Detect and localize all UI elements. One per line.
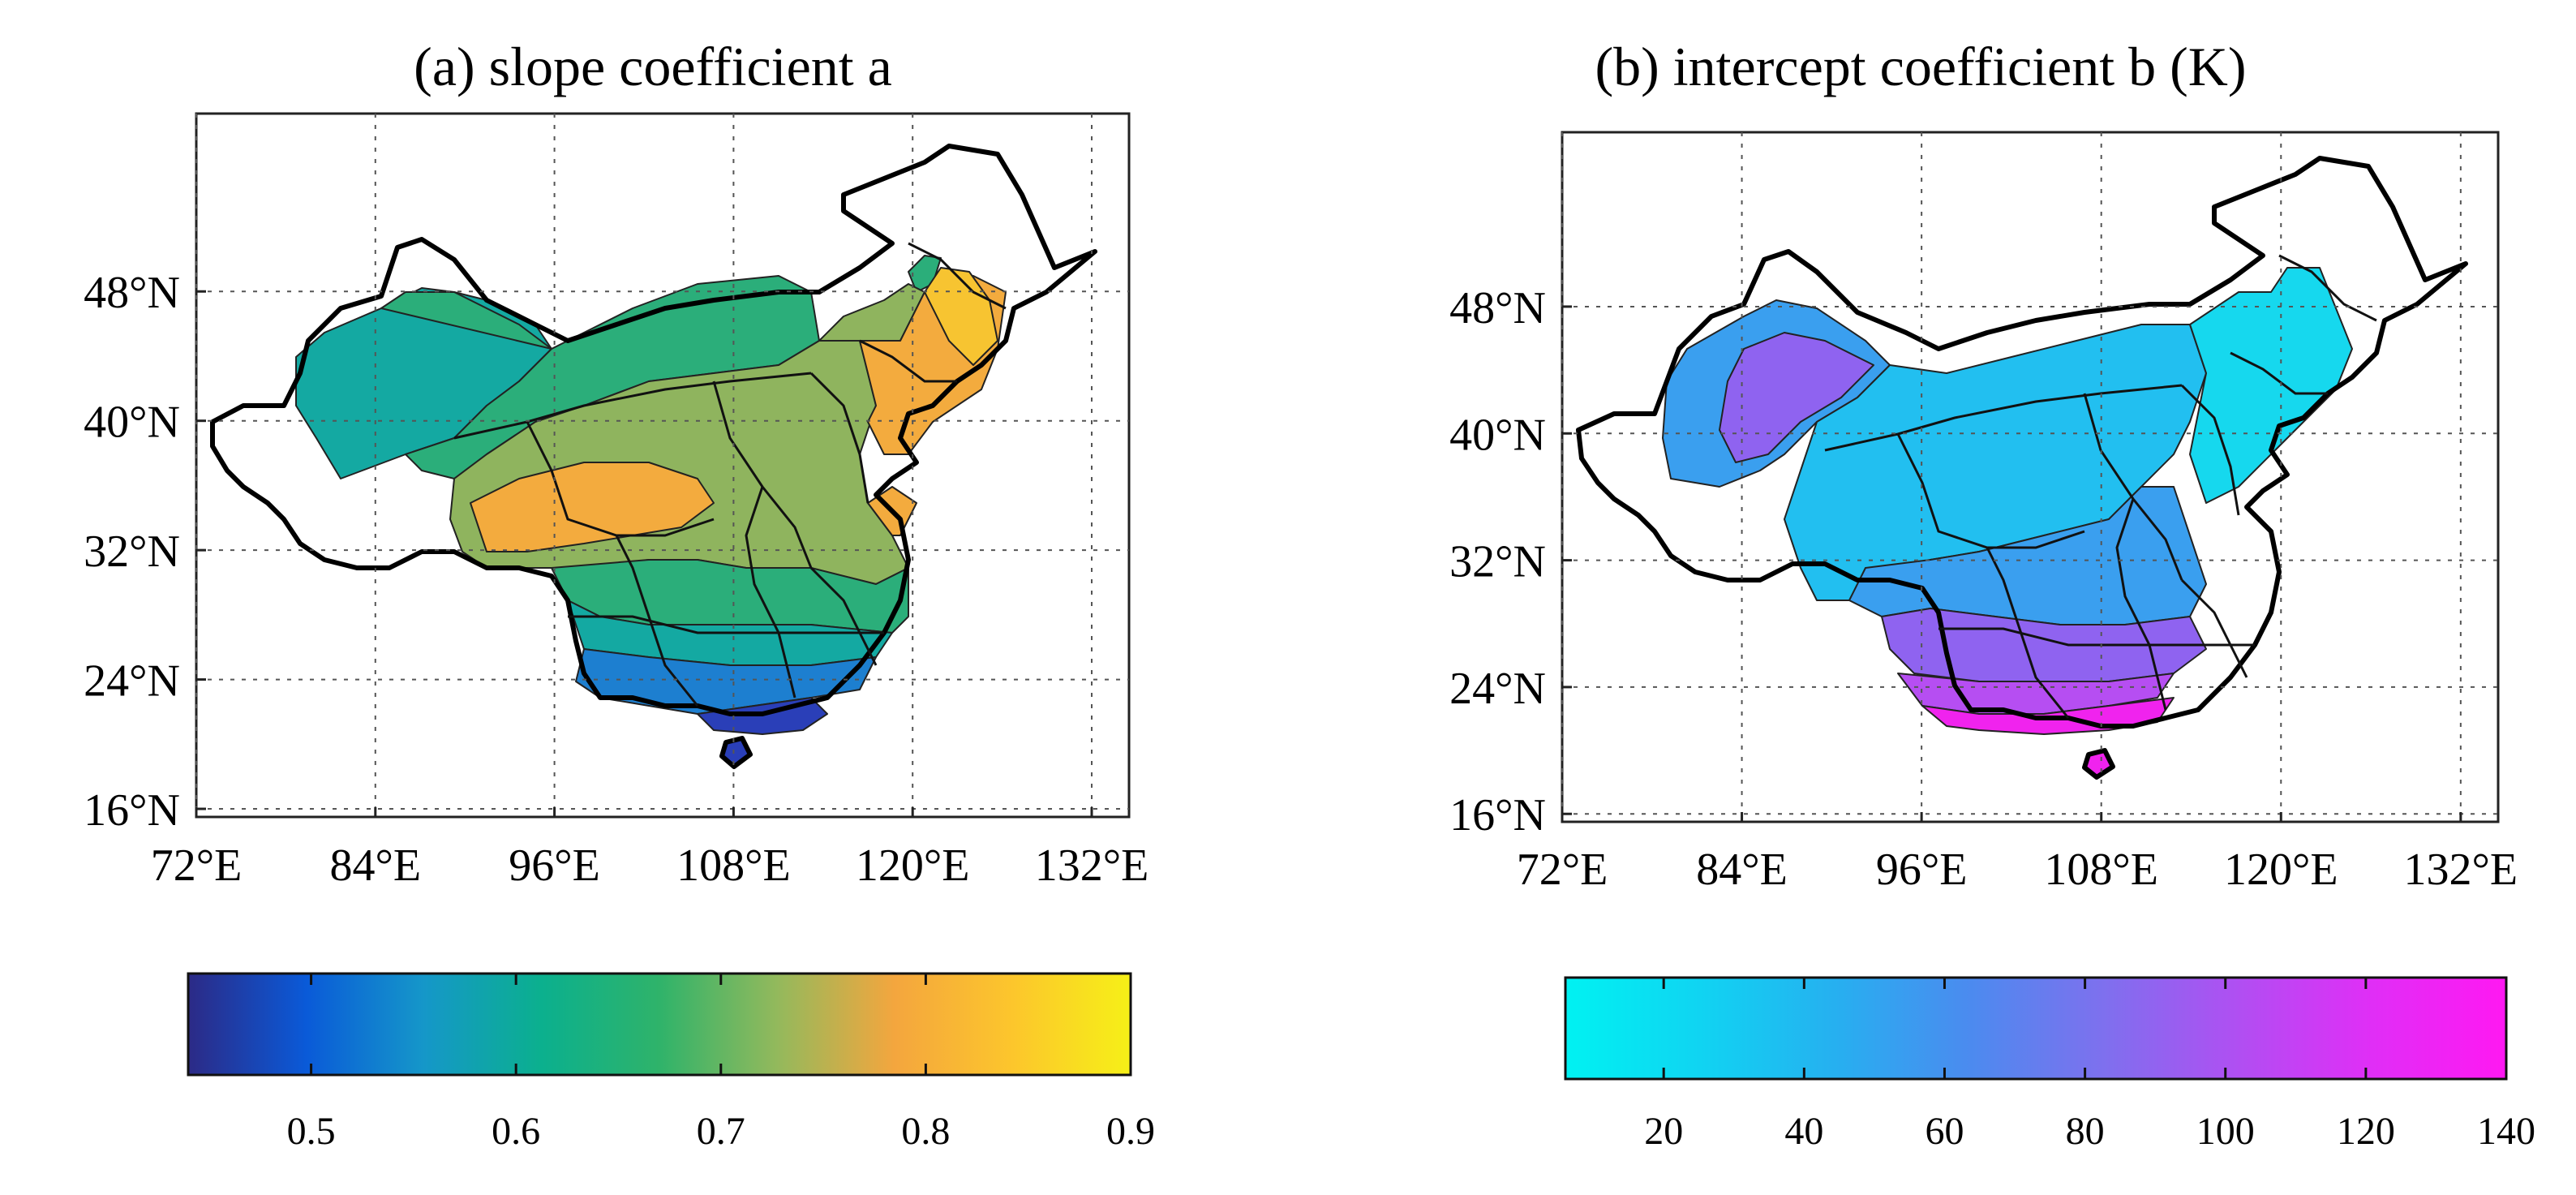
x-tick-label: 132°E — [1035, 840, 1149, 891]
panel-a-y-axis-ticks: 48°N 40°N 32°N 24°N 16°N — [84, 268, 206, 836]
panel-b: (b) intercept coefficient b (K) — [1449, 36, 2535, 1153]
colorbar-tick-label: 0.6 — [492, 1110, 540, 1153]
x-tick-label: 96°E — [509, 840, 600, 891]
panel-a-country-outline — [210, 144, 1097, 769]
x-tick-label: 108°E — [2044, 845, 2158, 895]
panel-a-x-axis-ticks: 72°E 84°E 96°E 108°E 120°E 132°E — [151, 807, 1149, 891]
colorbar-tick-label: 140 — [2477, 1110, 2535, 1153]
panel-b-gridlines — [1561, 132, 2498, 822]
x-tick-label: 120°E — [2224, 845, 2338, 895]
panel-a-colorbar-ticks: 0.5 0.6 0.7 0.8 0.9 — [287, 974, 1155, 1153]
panel-b-y-axis-ticks: 48°N 40°N 32°N 24°N 16°N — [1449, 283, 1572, 840]
colorbar-tick-label: 80 — [2066, 1110, 2105, 1153]
field-a-yellow-northeast — [924, 267, 998, 366]
x-tick-label: 84°E — [1696, 845, 1788, 895]
field-a-orange-central — [470, 462, 715, 552]
x-tick-label: 108°E — [676, 840, 791, 891]
panel-a-colorbar — [187, 972, 1132, 1077]
panel-a-color-field — [295, 255, 1007, 767]
field-b-violet-west — [1719, 332, 1874, 463]
colorbar-tick-label: 100 — [2196, 1110, 2255, 1153]
colorbar-tick-label: 60 — [1925, 1110, 1964, 1153]
panel-b-title: (b) intercept coefficient b (K) — [1595, 36, 2246, 97]
y-tick-label: 48°N — [1449, 283, 1546, 333]
y-tick-label: 40°N — [84, 398, 180, 448]
y-tick-label: 16°N — [84, 785, 180, 836]
panel-b-colorbar — [1564, 976, 2508, 1081]
y-tick-label: 16°N — [1449, 790, 1546, 840]
panel-a-title: (a) slope coefficient a — [414, 36, 892, 97]
x-tick-label: 96°E — [1876, 845, 1968, 895]
y-tick-label: 40°N — [1449, 410, 1546, 460]
panel-b-country-outline — [1576, 156, 2468, 780]
colorbar-tick-label: 0.7 — [697, 1110, 745, 1153]
panel-a-gridlines — [195, 114, 1129, 817]
x-tick-label: 72°E — [1517, 845, 1608, 895]
colorbar-tick-label: 40 — [1784, 1110, 1823, 1153]
panel-a: (a) slope coefficient a — [84, 36, 1155, 1153]
colorbar-tick-label: 20 — [1644, 1110, 1683, 1153]
colorbar-tick-label: 0.9 — [1106, 1110, 1155, 1153]
x-tick-label: 132°E — [2404, 845, 2518, 895]
y-tick-label: 32°N — [1449, 537, 1546, 587]
y-tick-label: 24°N — [1449, 664, 1546, 714]
y-tick-label: 32°N — [84, 527, 180, 577]
colorbar-tick-label: 120 — [2337, 1110, 2395, 1153]
y-tick-label: 24°N — [84, 656, 180, 707]
x-tick-label: 72°E — [151, 840, 243, 891]
colorbar-tick-label: 0.8 — [901, 1110, 950, 1153]
panel-b-colorbar-ticks: 20 40 60 80 100 120 140 — [1644, 978, 2535, 1153]
x-tick-label: 120°E — [856, 840, 970, 891]
field-b-violet-south — [1881, 608, 2207, 682]
x-tick-label: 84°E — [329, 840, 421, 891]
y-tick-label: 48°N — [84, 268, 180, 318]
panel-b-x-axis-ticks: 72°E 84°E 96°E 108°E 120°E 132°E — [1517, 812, 2518, 895]
colorbar-tick-label: 0.5 — [287, 1110, 336, 1153]
